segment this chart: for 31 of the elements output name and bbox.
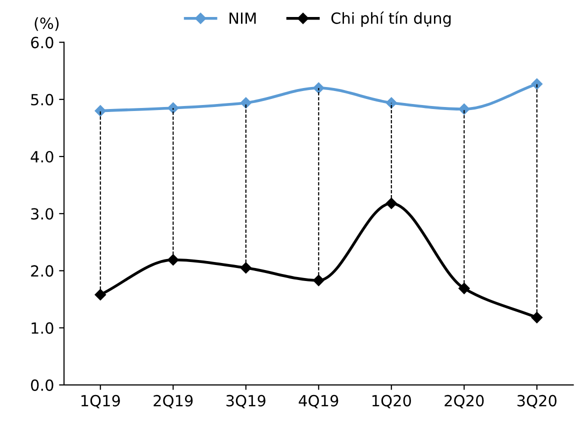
- point: [458, 104, 470, 115]
- point: [168, 254, 179, 266]
- x-tick-label: 2Q19: [154, 394, 193, 408]
- x-tick-label: 4Q19: [298, 394, 338, 408]
- y-tick-label: 3.0: [31, 208, 54, 220]
- y-tick-label: 4.0: [30, 150, 54, 163]
- y-tick-label: 6.0: [31, 36, 54, 48]
- y-tick-label: 0.0: [31, 379, 54, 391]
- point: [313, 82, 324, 94]
- legend-label: NIM: [230, 12, 256, 24]
- point: [313, 274, 324, 286]
- x-tick-label: 1Q19: [81, 394, 120, 408]
- x-tick-label: 2Q20: [444, 394, 484, 408]
- x-tick-label: 1Q20: [372, 394, 411, 408]
- point: [94, 105, 106, 116]
- legend-label: Chi phí tín dụng: [331, 12, 451, 27]
- x-tick-label: 3Q20: [517, 394, 556, 408]
- point: [240, 262, 252, 274]
- point: [240, 97, 252, 108]
- y-tick-label: 2.0: [31, 265, 54, 277]
- y-tick-label: 5.0: [31, 94, 54, 106]
- y-tick-label: 1.0: [32, 322, 54, 334]
- point: [531, 312, 542, 324]
- point: [458, 282, 470, 294]
- point: [168, 102, 179, 114]
- y-axis-title: (%): [34, 17, 59, 31]
- point: [531, 78, 542, 90]
- point: [94, 289, 106, 300]
- point: [386, 198, 397, 209]
- x-tick-label: 3Q19: [226, 394, 266, 408]
- point: [386, 97, 397, 108]
